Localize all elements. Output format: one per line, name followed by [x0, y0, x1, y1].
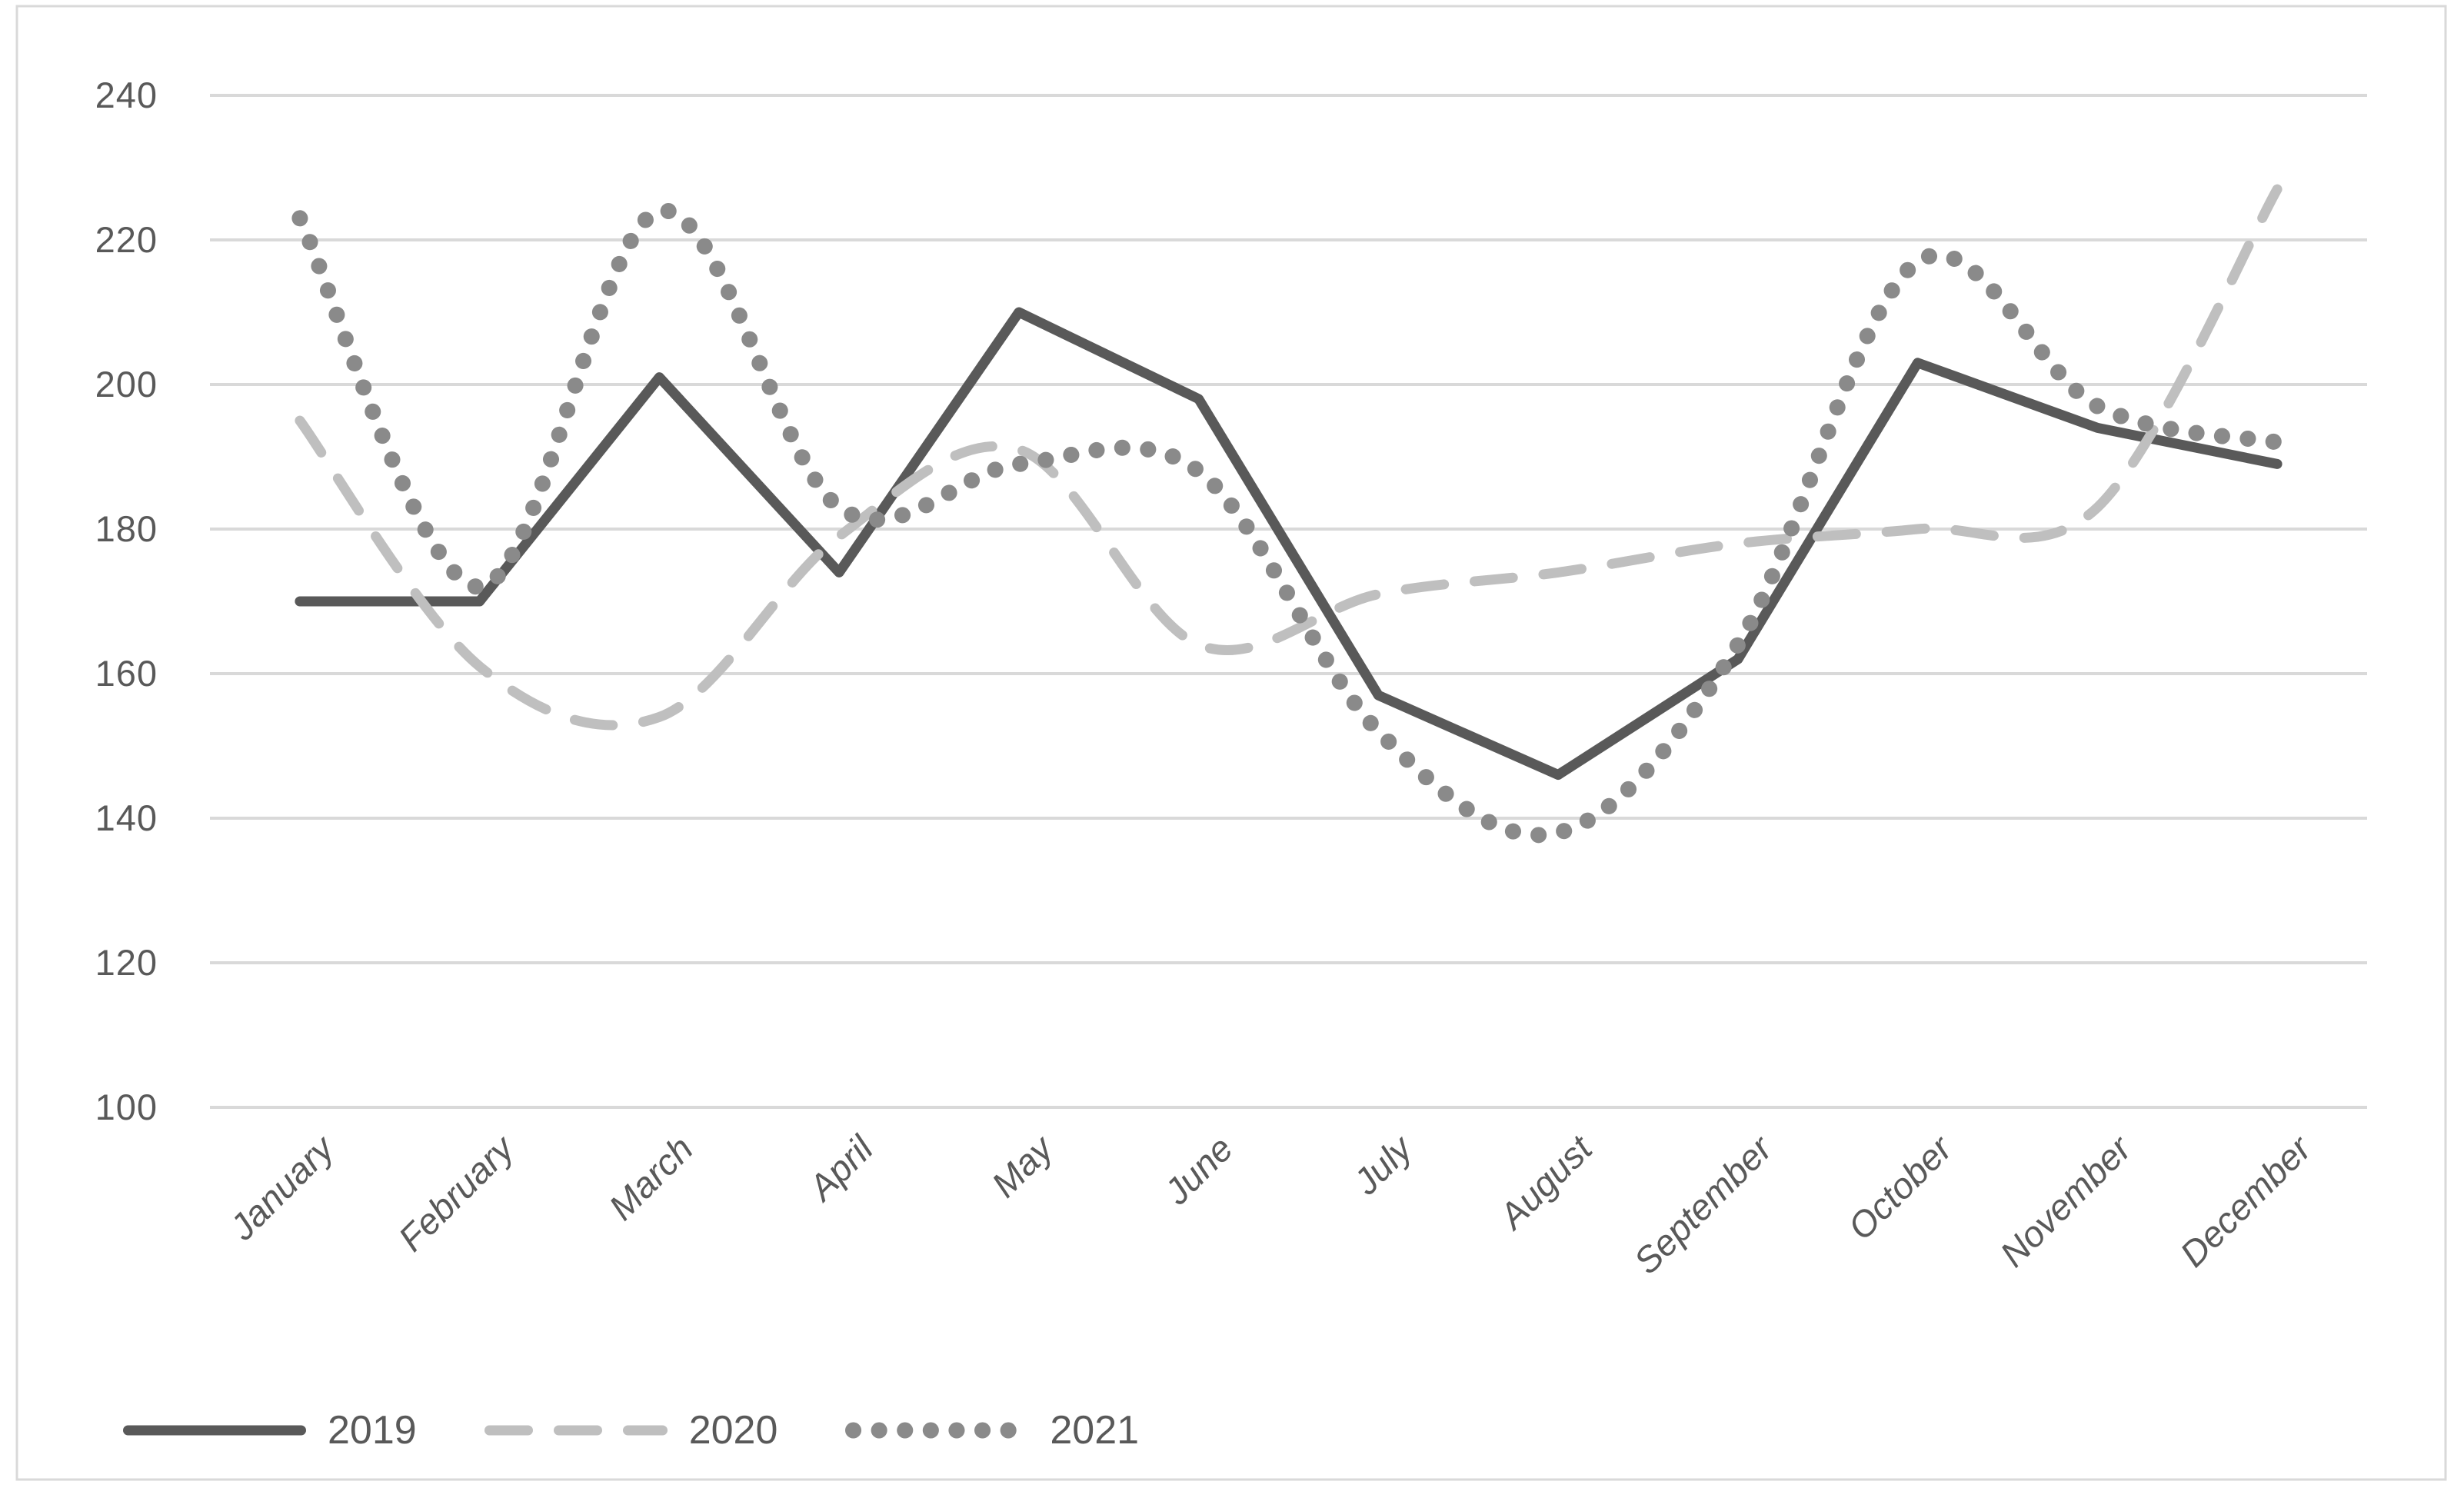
y-tick-label: 100 — [95, 1087, 158, 1127]
y-tick-label: 120 — [95, 942, 158, 983]
series-line-2020 — [295, 184, 2283, 731]
y-tick-label: 200 — [95, 364, 158, 404]
legend-item-2021: 2021 — [845, 1409, 1139, 1452]
y-tick-label: 140 — [95, 797, 158, 838]
legend-item-2020: 2020 — [484, 1408, 778, 1453]
legend-line-sample-solid — [123, 1425, 306, 1436]
chart-legend: 2019 2020 2021 — [123, 1409, 1207, 1452]
legend-label: 2021 — [1050, 1408, 1140, 1453]
y-tick-label: 180 — [95, 508, 158, 549]
series-line-2021 — [291, 202, 2286, 844]
chart-border — [15, 5, 2447, 1481]
legend-label: 2019 — [328, 1408, 417, 1453]
legend-label: 2020 — [688, 1408, 778, 1453]
y-tick-label: 160 — [95, 653, 158, 694]
legend-item-2019: 2019 — [123, 1409, 417, 1452]
y-tick-label: 220 — [95, 219, 158, 260]
y-tick-label: 240 — [95, 75, 158, 115]
legend-line-sample-dotted — [845, 1422, 1029, 1439]
series-line-2019 — [295, 307, 2283, 781]
legend-line-sample-dashed — [484, 1425, 668, 1436]
